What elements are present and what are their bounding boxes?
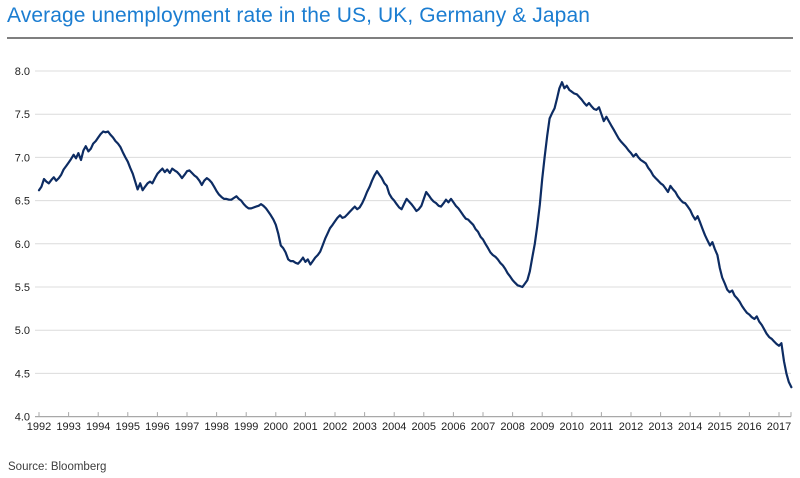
data-line-group — [37, 81, 793, 389]
x-tick-label: 2008 — [500, 421, 524, 433]
gridlines-group — [35, 70, 791, 374]
x-tick-label: 2001 — [293, 421, 317, 433]
x-axis-group — [35, 412, 792, 418]
x-tick-label: 2000 — [264, 421, 288, 433]
y-tick-label: 6.0 — [15, 239, 30, 251]
x-tick-label: 1992 — [27, 421, 51, 433]
x-tick-label: 1997 — [175, 421, 199, 433]
x-tick-label: 2004 — [382, 421, 406, 433]
x-tick-label: 1998 — [204, 421, 228, 433]
x-tick-label: 2010 — [560, 421, 584, 433]
x-tick-label: 2017 — [767, 421, 791, 433]
x-tick-label: 1996 — [145, 421, 169, 433]
x-tick-label: 1994 — [86, 421, 110, 433]
x-axis-labels-group: 1992 1993 1994 1995 1996 1997 1998 1999 2000 2001… — [27, 421, 791, 433]
x-tick-label: 2005 — [412, 421, 436, 433]
x-tick-label: 2011 — [590, 421, 614, 433]
source-label: Source: Bloomberg — [8, 461, 107, 473]
y-tick-label: 7.5 — [15, 109, 30, 121]
y-tick-label: 5.5 — [15, 282, 30, 294]
x-tick-label: 1999 — [234, 421, 258, 433]
y-tick-label: 7.0 — [15, 152, 30, 164]
x-tick-label: 1995 — [116, 421, 140, 433]
data-line — [37, 81, 793, 389]
x-tick-label: 2007 — [471, 421, 495, 433]
y-axis-labels-group: 8.0 7.5 7.0 6.5 6.0 5.5 5.0 4.5 4.0 — [15, 66, 30, 424]
x-tick-label: 2006 — [441, 421, 465, 433]
title-separator — [7, 37, 793, 39]
x-tick-label: 2014 — [678, 421, 702, 433]
x-tick-label: 2002 — [323, 421, 347, 433]
x-tick-label: 2009 — [530, 421, 554, 433]
x-tick-label: 2013 — [648, 421, 672, 433]
x-tick-label: 1993 — [56, 421, 80, 433]
x-tick-label: 2003 — [352, 421, 376, 433]
chart-title: Average unemployment rate in the US, UK,… — [7, 4, 591, 27]
x-tick-label: 2012 — [619, 421, 643, 433]
x-tick-label: 2016 — [737, 421, 761, 433]
x-tick-label: 2015 — [708, 421, 732, 433]
y-tick-label: 4.0 — [15, 412, 30, 424]
y-tick-label: 5.0 — [15, 325, 30, 337]
y-tick-label: 8.0 — [15, 66, 30, 78]
y-tick-label: 6.5 — [15, 196, 30, 208]
y-tick-label: 4.5 — [15, 368, 30, 380]
